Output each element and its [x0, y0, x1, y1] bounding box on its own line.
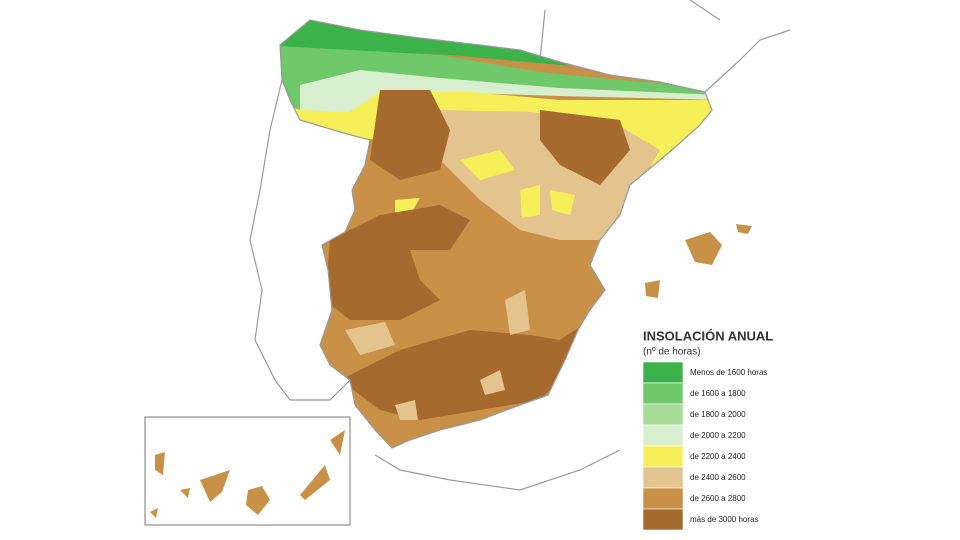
island [645, 224, 752, 298]
island [685, 232, 722, 265]
canary-inset [144, 416, 351, 526]
legend-label: de 1800 a 2000 [690, 410, 746, 419]
legend-swatch [642, 445, 684, 468]
zone [345, 290, 530, 420]
island [150, 430, 345, 518]
legend-label: más de 3000 horas [690, 515, 759, 524]
legend-label: de 2400 a 2600 [690, 473, 746, 482]
zone [395, 150, 575, 218]
legend-swatch [642, 382, 684, 405]
legend-label: de 2600 a 2800 [690, 494, 746, 503]
zone [280, 45, 712, 110]
legend-label: Menos de 1600 horas [690, 368, 767, 377]
legend-swatch [642, 424, 684, 447]
africa-outline [374, 449, 621, 491]
legend-label: de 2000 a 2200 [690, 431, 746, 440]
legend-swatch [642, 361, 684, 384]
zone [325, 205, 470, 320]
legend-subtitle: (nº de horas) [643, 347, 701, 358]
legend-swatch [642, 487, 684, 510]
spain-outline [279, 19, 713, 449]
portugal-outline [249, 79, 351, 401]
legend-label: de 2200 a 2400 [690, 452, 746, 461]
legend-title: INSOLACIÓN ANUAL [643, 328, 773, 343]
zone [300, 70, 712, 118]
insolation-zones [280, 20, 712, 448]
legend-swatch [642, 466, 684, 489]
legend: INSOLACIÓN ANUAL (nº de horas) Menos de … [642, 328, 773, 531]
zone [340, 320, 590, 420]
legend-label: de 1600 a 1800 [690, 389, 746, 398]
france-outline [539, 0, 791, 93]
zone [370, 90, 630, 185]
legend-swatch [642, 403, 684, 426]
legend-swatch [642, 508, 684, 531]
